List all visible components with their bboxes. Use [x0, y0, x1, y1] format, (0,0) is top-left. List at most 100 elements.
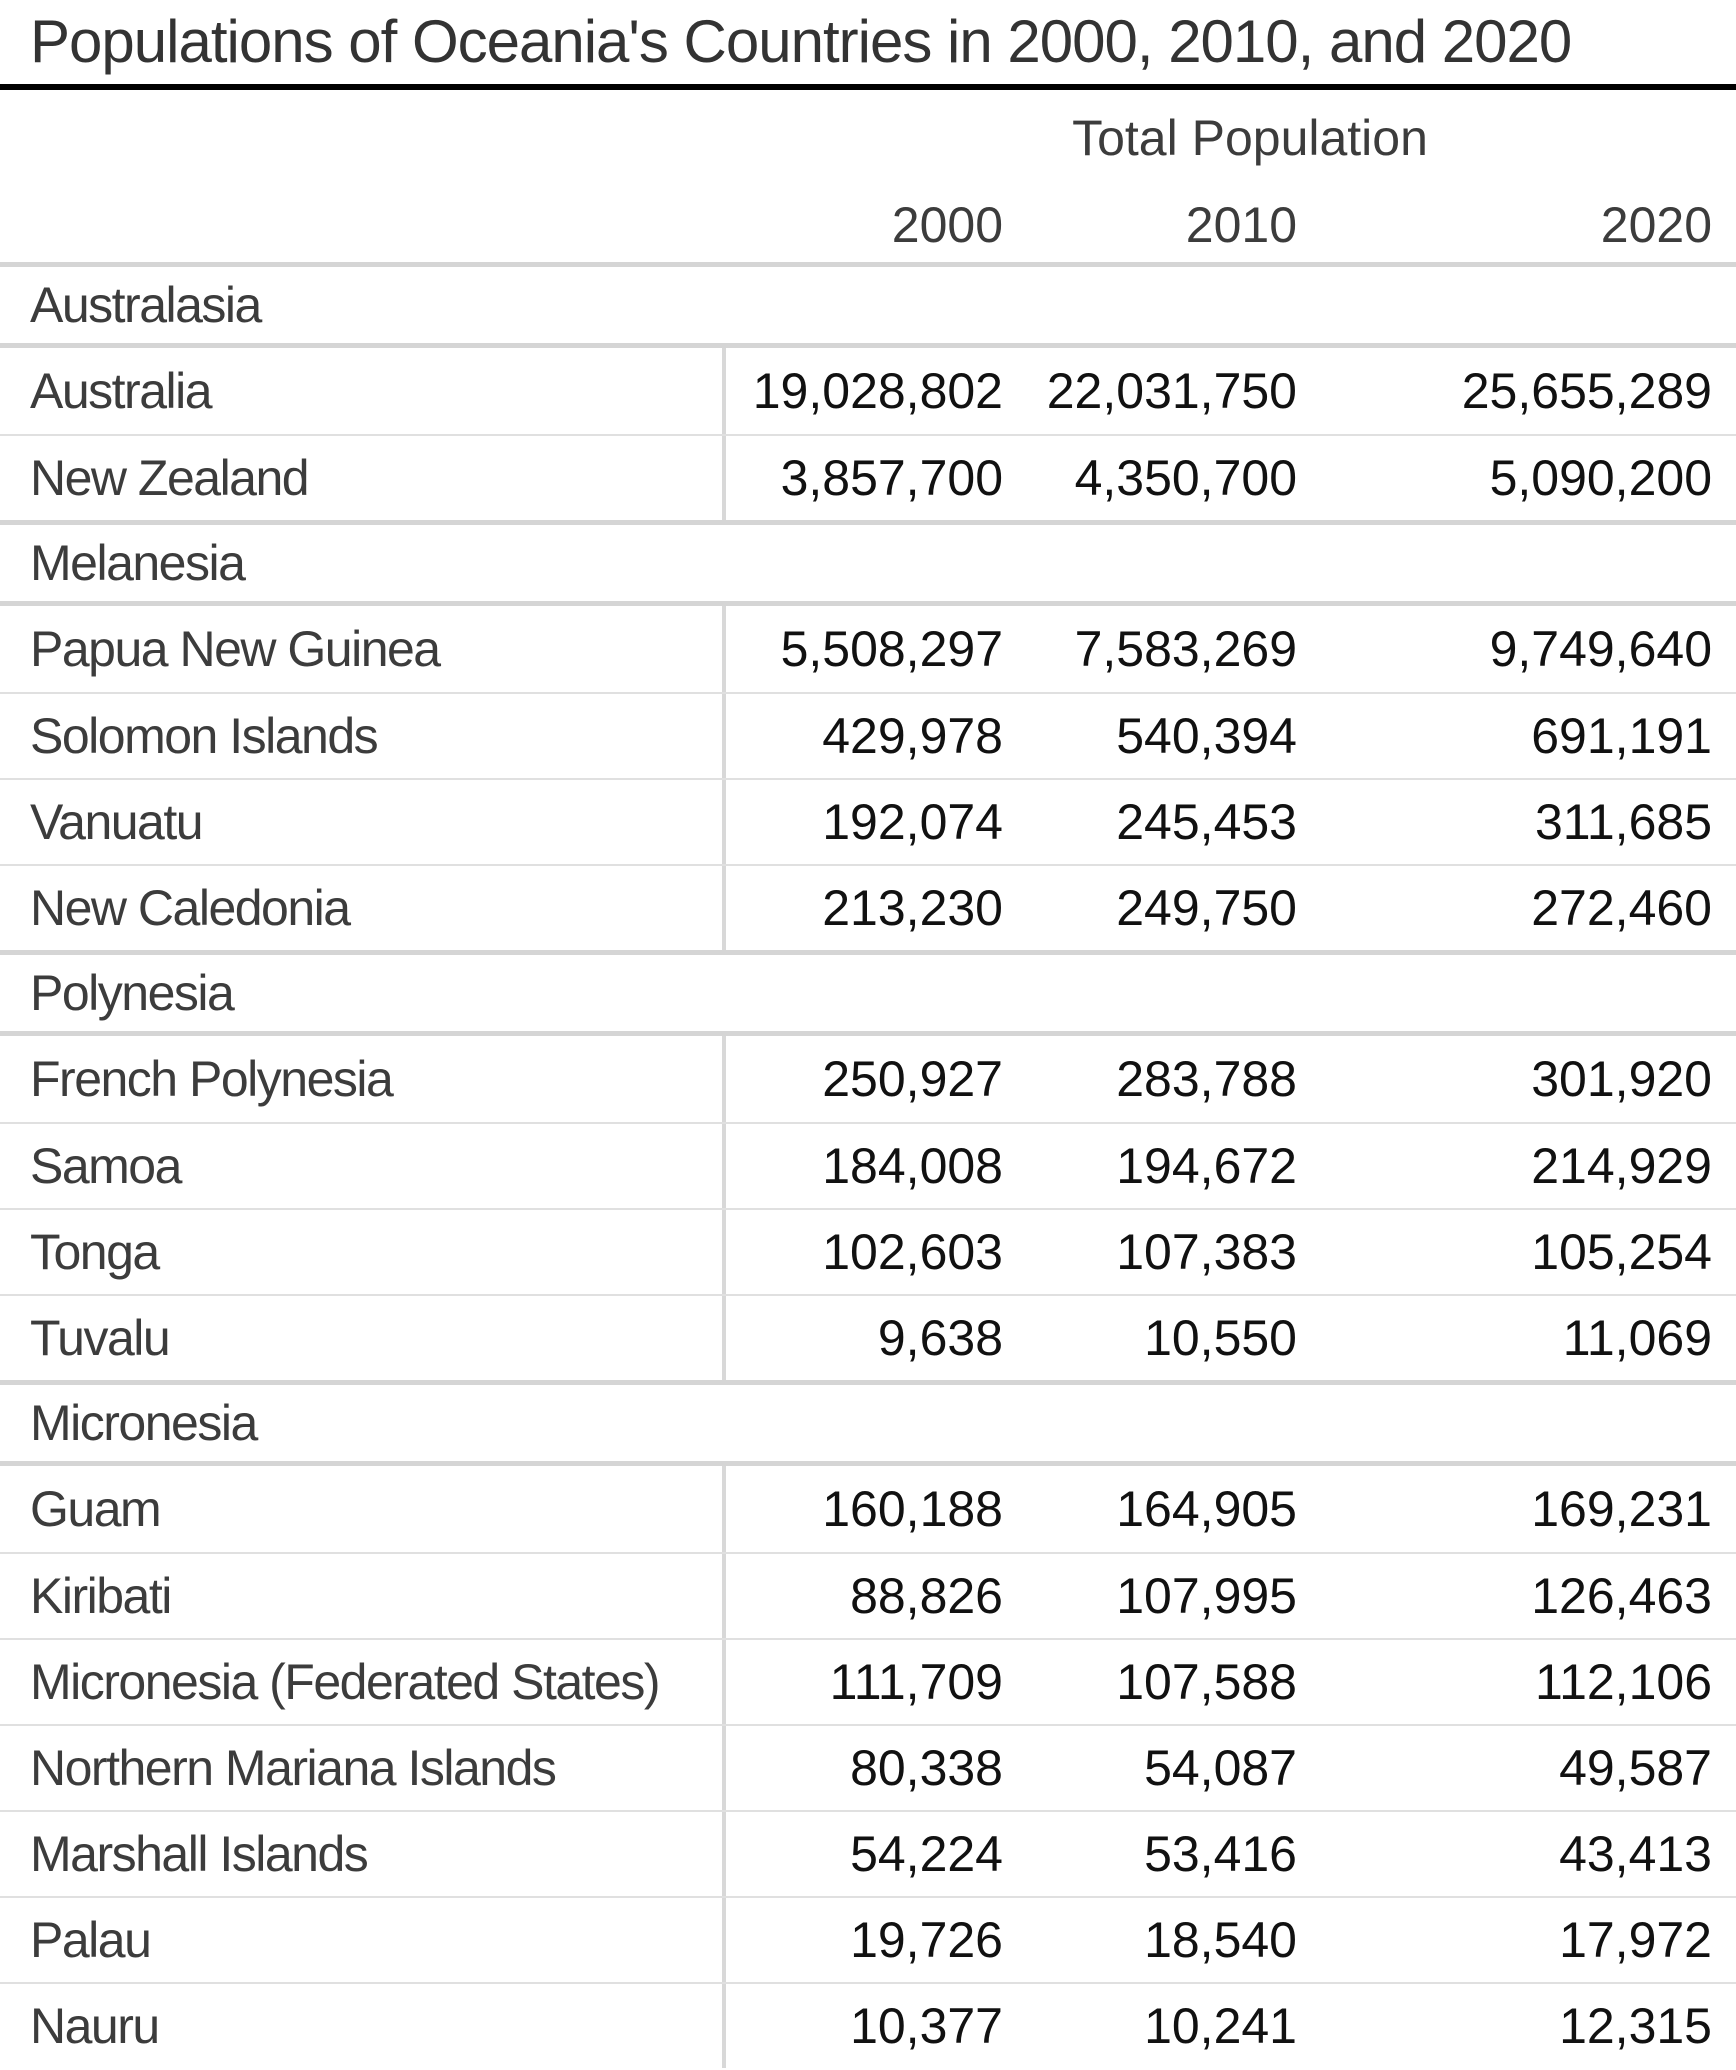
column-group-header: Total Population [1072, 110, 1428, 166]
population-value-2000: 102,603 [722, 1210, 1003, 1294]
empty-corner-cell [0, 90, 722, 172]
population-value-2020: 9,749,640 [1489, 621, 1712, 677]
section-header-label: Micronesia [30, 1395, 258, 1451]
section-header-row: Melanesia [0, 520, 1736, 606]
title-bar: Populations of Oceania's Countries in 20… [0, 0, 1736, 90]
table-row: Marshall Islands 54,224 53,416 43,413 [0, 1810, 1736, 1896]
population-value-2020: 5,090,200 [1489, 450, 1712, 506]
section-header-label: Polynesia [30, 965, 235, 1021]
population-value-2010: 10,550 [1144, 1310, 1297, 1366]
population-value-2000: 213,230 [722, 866, 1003, 950]
table-row: Northern Mariana Islands 80,338 54,087 49,5… [0, 1724, 1736, 1810]
year-header-row: 2000 2010 2020 [0, 172, 1736, 262]
country-name: Nauru [30, 1998, 160, 2054]
population-value-2000: 10,377 [722, 1984, 1003, 2068]
table-row: Australia 19,028,802 22,031,750 25,655,289 [0, 348, 1736, 434]
section-header-label: Melanesia [30, 535, 246, 591]
country-name: Palau [30, 1912, 152, 1968]
population-value-2020: 43,413 [1559, 1826, 1712, 1882]
year-header-2010: 2010 [1185, 197, 1297, 253]
population-value-2020: 105,254 [1531, 1224, 1712, 1280]
population-value-2010: 10,241 [1144, 1998, 1297, 2054]
table-row: Tuvalu 9,638 10,550 11,069 [0, 1294, 1736, 1380]
population-value-2010: 7,583,269 [1074, 621, 1297, 677]
population-value-2010: 249,750 [1116, 880, 1297, 936]
population-value-2020: 214,929 [1531, 1138, 1712, 1194]
country-name: New Zealand [30, 450, 310, 506]
table-row: Papua New Guinea 5,508,297 7,583,269 9,749,… [0, 606, 1736, 692]
section-header-row: Australasia [0, 262, 1736, 348]
population-value-2010: 18,540 [1144, 1912, 1297, 1968]
population-value-2020: 691,191 [1531, 708, 1712, 764]
table-row: New Zealand 3,857,700 4,350,700 5,090,200 [0, 434, 1736, 520]
population-value-2010: 22,031,750 [1046, 363, 1297, 419]
country-name: Samoa [30, 1138, 182, 1194]
population-value-2000: 9,638 [722, 1296, 1003, 1380]
population-value-2000: 54,224 [722, 1812, 1003, 1896]
table-row: Tonga 102,603 107,383 105,254 [0, 1208, 1736, 1294]
population-value-2010: 107,995 [1116, 1568, 1297, 1624]
country-name: Vanuatu [30, 794, 204, 850]
country-name: Australia [30, 363, 213, 419]
page-title: Populations of Oceania's Countries in 20… [30, 7, 1572, 75]
country-name: Micronesia (Federated States) [30, 1654, 661, 1710]
population-value-2020: 112,106 [1534, 1654, 1712, 1710]
table-row: Vanuatu 192,074 245,453 311,685 [0, 778, 1736, 864]
table-row: Kiribati 88,826 107,995 126,463 [0, 1552, 1736, 1638]
population-value-2020: 11,069 [1562, 1310, 1712, 1366]
population-value-2000: 19,028,802 [722, 348, 1003, 434]
population-value-2010: 53,416 [1144, 1826, 1297, 1882]
table-row: Solomon Islands 429,978 540,394 691,191 [0, 692, 1736, 778]
population-value-2020: 49,587 [1559, 1740, 1712, 1796]
country-name: Northern Mariana Islands [30, 1740, 557, 1796]
population-value-2020: 272,460 [1531, 880, 1712, 936]
population-value-2010: 283,788 [1116, 1051, 1297, 1107]
country-name: Solomon Islands [30, 708, 379, 764]
empty-corner-cell [0, 172, 722, 262]
year-header-2020: 2020 [1600, 197, 1712, 253]
population-value-2020: 169,231 [1531, 1481, 1712, 1537]
population-value-2000: 429,978 [722, 694, 1003, 778]
population-value-2010: 107,588 [1116, 1654, 1297, 1710]
country-name: New Caledonia [30, 880, 351, 936]
population-value-2000: 192,074 [722, 780, 1003, 864]
table-body: Australasia Australia 19,028,802 22,031,750… [0, 262, 1736, 2068]
population-value-2020: 17,972 [1559, 1912, 1712, 1968]
country-name: French Polynesia [30, 1051, 394, 1107]
population-value-2020: 12,315 [1559, 1998, 1712, 2054]
table-row: Micronesia (Federated States) 111,709 107,… [0, 1638, 1736, 1724]
country-name: Tuvalu [30, 1310, 171, 1366]
population-value-2010: 107,383 [1116, 1224, 1297, 1280]
table-row: Palau 19,726 18,540 17,972 [0, 1896, 1736, 1982]
population-value-2000: 184,008 [722, 1124, 1003, 1208]
population-value-2000: 80,338 [722, 1726, 1003, 1810]
table-row: Nauru 10,377 10,241 12,315 [0, 1982, 1736, 2068]
population-value-2020: 25,655,289 [1461, 363, 1712, 419]
section-header-label: Australasia [30, 277, 262, 333]
population-value-2000: 88,826 [722, 1554, 1003, 1638]
population-value-2010: 245,453 [1116, 794, 1297, 850]
population-value-2010: 540,394 [1116, 708, 1297, 764]
section-header-row: Polynesia [0, 950, 1736, 1036]
population-value-2020: 301,920 [1531, 1051, 1712, 1107]
population-value-2000: 111,709 [722, 1640, 1003, 1724]
country-name: Marshall Islands [30, 1826, 369, 1882]
population-value-2000: 160,188 [722, 1466, 1003, 1552]
table-row: French Polynesia 250,927 283,788 301,920 [0, 1036, 1736, 1122]
population-value-2010: 164,905 [1116, 1481, 1297, 1537]
country-name: Tonga [30, 1224, 160, 1280]
population-value-2000: 250,927 [722, 1036, 1003, 1122]
column-group-header-row: Total Population [0, 90, 1736, 172]
population-value-2010: 4,350,700 [1074, 450, 1297, 506]
population-value-2020: 311,685 [1534, 794, 1712, 850]
table-row: Samoa 184,008 194,672 214,929 [0, 1122, 1736, 1208]
table-row: New Caledonia 213,230 249,750 272,460 [0, 864, 1736, 950]
population-value-2000: 5,508,297 [722, 606, 1003, 692]
country-name: Kiribati [30, 1568, 172, 1624]
population-value-2020: 126,463 [1531, 1568, 1712, 1624]
country-name: Papua New Guinea [30, 621, 441, 677]
table-row: Guam 160,188 164,905 169,231 [0, 1466, 1736, 1552]
population-value-2000: 19,726 [722, 1898, 1003, 1982]
population-value-2010: 54,087 [1144, 1740, 1297, 1796]
